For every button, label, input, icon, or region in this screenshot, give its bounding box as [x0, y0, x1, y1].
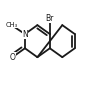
Text: Br: Br [46, 13, 54, 23]
Text: O: O [10, 53, 15, 62]
Text: N: N [22, 30, 28, 39]
Text: CH₃: CH₃ [6, 22, 18, 28]
